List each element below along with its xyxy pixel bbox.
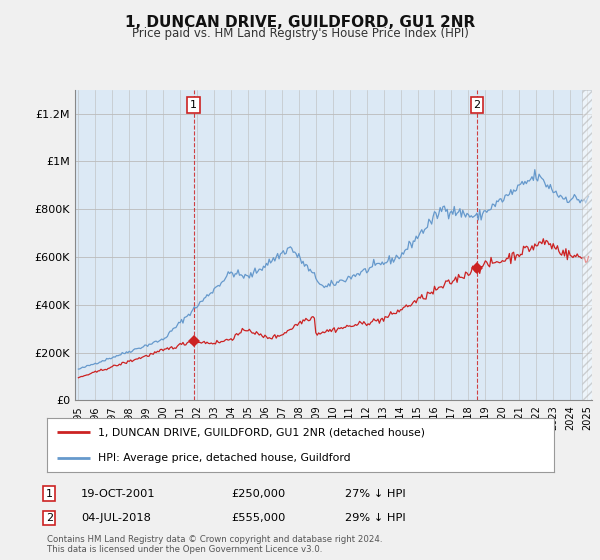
Text: 2: 2 (46, 513, 53, 523)
Text: 27% ↓ HPI: 27% ↓ HPI (345, 489, 406, 499)
Text: 29% ↓ HPI: 29% ↓ HPI (345, 513, 406, 523)
Text: 1, DUNCAN DRIVE, GUILDFORD, GU1 2NR: 1, DUNCAN DRIVE, GUILDFORD, GU1 2NR (125, 15, 475, 30)
Bar (581, 90, 592, 400)
Text: Price paid vs. HM Land Registry's House Price Index (HPI): Price paid vs. HM Land Registry's House … (131, 27, 469, 40)
Text: 19-OCT-2001: 19-OCT-2001 (81, 489, 155, 499)
Text: 2: 2 (473, 100, 481, 110)
Text: £555,000: £555,000 (231, 513, 286, 523)
Text: 1, DUNCAN DRIVE, GUILDFORD, GU1 2NR (detached house): 1, DUNCAN DRIVE, GUILDFORD, GU1 2NR (det… (97, 427, 425, 437)
Text: 1: 1 (46, 489, 53, 499)
Text: 04-JUL-2018: 04-JUL-2018 (81, 513, 151, 523)
Text: £250,000: £250,000 (231, 489, 285, 499)
Text: 1: 1 (190, 100, 197, 110)
Text: Contains HM Land Registry data © Crown copyright and database right 2024.
This d: Contains HM Land Registry data © Crown c… (47, 535, 382, 554)
Text: HPI: Average price, detached house, Guildford: HPI: Average price, detached house, Guil… (97, 452, 350, 463)
